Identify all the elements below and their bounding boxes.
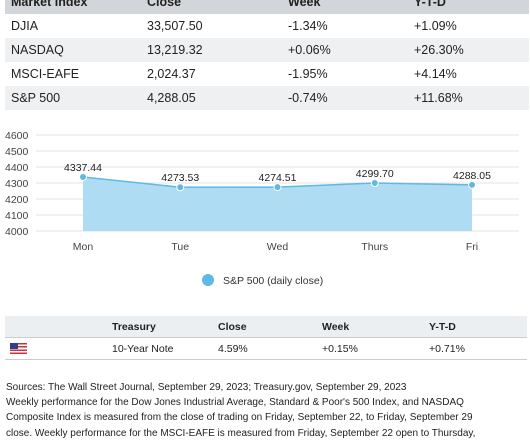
- header-ytd: Y-T-D: [408, 0, 529, 14]
- table-row: NASDAQ 13,219.32 +0.06% +26.30%: [5, 38, 529, 62]
- index-ytd: +1.09%: [414, 19, 457, 33]
- header-close: Close: [218, 316, 322, 338]
- treasury-close: 4.59%: [218, 337, 322, 360]
- market-index-table: Market Index Close Week Y-T-D DJIA 33,50…: [5, 0, 529, 110]
- x-tick-label: Wed: [267, 241, 289, 253]
- data-label: 4273.53: [161, 172, 199, 184]
- table-row: 10-Year Note 4.59% +0.15% +0.71%: [5, 337, 527, 360]
- data-label: 4337.44: [64, 162, 102, 174]
- treasury-week: +0.15%: [322, 337, 429, 360]
- sources-line: Sources: The Wall Street Journal, Septem…: [6, 382, 407, 393]
- header-week: Week: [322, 316, 429, 338]
- sources-line: close. Weekly performance for the MSCI-E…: [6, 427, 476, 439]
- treasury-name: 10-Year Note: [112, 337, 218, 360]
- data-point: [273, 183, 282, 192]
- index-ytd: +11.68%: [408, 86, 529, 110]
- index-name: S&P 500: [5, 86, 141, 110]
- header-market-index: Market Index: [5, 0, 141, 14]
- index-ytd: +26.30%: [408, 38, 529, 62]
- index-week: -1.95%: [288, 67, 328, 81]
- y-tick-label: 4500: [5, 146, 29, 158]
- y-tick-label: 4100: [5, 210, 29, 222]
- index-close: 33,507.50: [147, 19, 203, 33]
- index-name: DJIA: [11, 19, 39, 33]
- index-close: 13,219.32: [141, 38, 282, 62]
- header-treasury: Treasury: [112, 316, 218, 338]
- index-week: -0.74%: [282, 86, 408, 110]
- table-row: MSCI-EAFE 2,024.37 -1.95% +4.14%: [5, 62, 529, 86]
- header-week: Week: [282, 0, 408, 14]
- sp500-area-chart: 4000 4100 4200 4300 4400 4500 4600 4337.44 4273.…: [5, 130, 519, 287]
- index-week: +0.06%: [282, 38, 408, 62]
- y-tick-label: 4200: [5, 194, 29, 206]
- header-flag: [5, 316, 112, 338]
- y-tick-label: 4400: [5, 162, 29, 174]
- index-week: -1.34%: [288, 19, 328, 33]
- data-label: 4274.51: [259, 172, 297, 184]
- treasury-table-header: Treasury Close Week Y-T-D: [5, 316, 527, 338]
- header-close: Close: [141, 0, 282, 14]
- data-point: [370, 179, 379, 188]
- sources-line: Composite Index is measured from the clo…: [6, 412, 473, 424]
- treasury-table: Treasury Close Week Y-T-D 10-Year Note 4…: [5, 316, 527, 360]
- index-close: 2,024.37: [147, 67, 196, 81]
- index-close: 4,288.05: [141, 86, 282, 110]
- sources-note: Sources: The Wall Street Journal, Septem…: [6, 380, 528, 441]
- x-tick-label: Mon: [73, 241, 94, 253]
- header-ytd: Y-T-D: [429, 316, 527, 338]
- y-tick-label: 4300: [5, 178, 29, 190]
- index-ytd: +4.14%: [414, 67, 457, 81]
- data-label: 4288.05: [453, 170, 491, 182]
- data-point: [79, 173, 87, 182]
- data-point: [468, 180, 476, 189]
- legend-label: S&P 500 (daily close): [223, 275, 323, 287]
- us-flag-icon: [10, 343, 27, 355]
- index-name: NASDAQ: [5, 38, 141, 62]
- data-label: 4299.70: [356, 168, 394, 180]
- sources-line: Weekly performance for the Dow Jones Ind…: [6, 397, 464, 409]
- market-table-header: Market Index Close Week Y-T-D: [5, 0, 529, 14]
- y-tick-label: 4600: [5, 130, 29, 142]
- table-row: DJIA 33,507.50 -1.34% +1.09%: [5, 14, 529, 38]
- legend-marker-icon: [202, 274, 214, 286]
- data-point: [176, 183, 185, 192]
- table-row: S&P 500 4,288.05 -0.74% +11.68%: [5, 86, 529, 110]
- index-name: MSCI-EAFE: [11, 67, 80, 81]
- x-tick-label: Tue: [171, 241, 189, 253]
- x-tick-label: Fri: [466, 241, 478, 253]
- y-tick-label: 4000: [5, 226, 29, 238]
- treasury-ytd: +0.71%: [429, 337, 527, 360]
- x-tick-label: Thurs: [361, 241, 388, 253]
